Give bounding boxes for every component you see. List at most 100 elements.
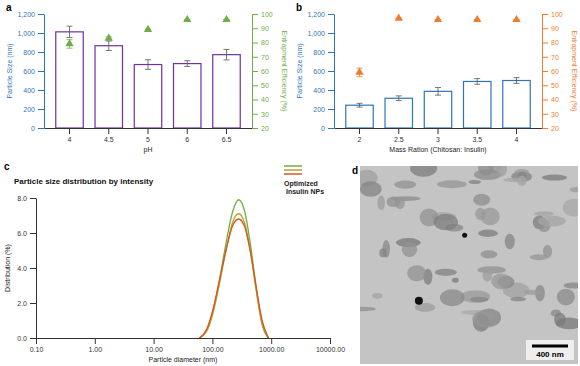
x-axis: 0.101.0010.00100.001000.0010000.00 (30, 338, 346, 353)
error-line (359, 103, 360, 107)
y2-axis: 2030405060708090100 (542, 11, 563, 132)
y2-tick-mark (542, 128, 548, 129)
y-tick-label: 400 (23, 87, 35, 94)
x-tick-label: 3 (436, 136, 440, 143)
particle (377, 196, 385, 211)
x-tick-mark (516, 128, 517, 134)
error-cap (184, 66, 190, 67)
x-axis-title: Mass Ration (Chitosan: Insulin) (389, 146, 486, 154)
error-bar (145, 60, 151, 70)
y-tick: 200 (313, 106, 334, 113)
x-tick: 1.00 (88, 338, 102, 353)
y-tick: 0.0 (17, 335, 36, 342)
y-tick: 600 (23, 68, 44, 75)
panel-letter: c (4, 161, 10, 172)
panel: 44.5566.502004006008001,0001,20020304050… (6, 11, 288, 154)
marker (222, 15, 230, 22)
y2-tick: 80 (542, 39, 559, 46)
error-cap (145, 59, 151, 60)
y-tick: 1,200 (17, 11, 44, 18)
x-tick: 5 (146, 128, 150, 143)
y2-tick-label: 80 (551, 39, 559, 46)
particle (386, 197, 400, 208)
x-tick-mark (69, 128, 70, 134)
particle (469, 180, 481, 184)
particle (510, 297, 526, 302)
plot-area (346, 14, 530, 128)
bar (213, 55, 240, 128)
error-cap (435, 95, 441, 96)
y-tick: 0 (321, 125, 334, 132)
particle (564, 282, 578, 288)
y-tick: 600 (313, 68, 334, 75)
y-axis: 02004006008001,0001,200 (17, 11, 44, 132)
error-bar (184, 61, 190, 67)
error-cap (357, 103, 363, 104)
error-cap (67, 37, 73, 38)
y-tick: 4.0 (17, 265, 36, 272)
particle (407, 265, 426, 281)
panel: 0.101.0010.00100.001000.0010000.000.02.0… (4, 195, 345, 364)
y-tick-label: 1,200 (17, 11, 35, 18)
x-tick-mark (212, 338, 213, 344)
particle (472, 310, 500, 327)
y2-tick: 60 (252, 68, 269, 75)
particle (402, 242, 417, 257)
error-bar (513, 78, 519, 84)
x-tick-label: 0.10 (30, 346, 44, 353)
y2-tick-label: 50 (551, 82, 559, 89)
error-cap (357, 107, 363, 108)
x-tick-mark (477, 128, 478, 134)
y2-tick: 30 (252, 110, 269, 117)
particle (570, 187, 578, 192)
error-bar (474, 79, 480, 85)
error-line (398, 96, 399, 101)
y-tick-mark (38, 109, 44, 110)
particle (360, 307, 376, 312)
error-line (148, 60, 149, 70)
y2-tick-label: 50 (261, 82, 269, 89)
x-tick: 4 (515, 128, 519, 143)
error-bar (357, 103, 363, 107)
y-tick-label: 800 (313, 49, 325, 56)
y2-tick-label: 40 (261, 96, 269, 103)
y-axis: 0.02.04.06.08.0 (17, 195, 36, 342)
x-tick-label: 1000.00 (259, 346, 284, 353)
y2-tick: 20 (542, 125, 559, 132)
y-tick-mark (30, 303, 36, 304)
y-axis: 02004006008001,0001,200 (307, 11, 334, 132)
y-tick-label: 8.0 (17, 195, 27, 202)
particle (496, 166, 507, 177)
x-axis: 44.5566.5 (45, 128, 253, 143)
x-tick-mark (330, 338, 331, 344)
y2-tick-label: 20 (551, 125, 559, 132)
plot-area (199, 200, 268, 338)
legend: Optimized Insulin NPs (284, 166, 324, 195)
y-tick-mark (38, 71, 44, 72)
y-tick-mark (328, 109, 334, 110)
particle (534, 211, 554, 216)
x-tick-mark (438, 128, 439, 134)
plot-area (56, 15, 240, 128)
y2-tick-label: 90 (551, 25, 559, 32)
marker (183, 15, 191, 22)
x-tick: 6 (185, 128, 189, 143)
y2-tick-label: 60 (261, 68, 269, 75)
y-tick-mark (328, 52, 334, 53)
y2-tick: 100 (542, 11, 563, 18)
series-line (199, 219, 268, 338)
x-tick: 6.5 (222, 128, 232, 143)
y-axis-title: Distribution (%) (4, 244, 12, 292)
x-axis-title: pH (144, 146, 153, 154)
error-cap (513, 77, 519, 78)
x-tick-label: 6.5 (222, 136, 232, 143)
error-line (477, 79, 478, 85)
micrograph: 400 nm (350, 159, 580, 364)
y-axis-line (334, 15, 335, 129)
error-cap (106, 40, 112, 41)
x-tick-label: 2.5 (394, 136, 404, 143)
x-tick-mark (226, 128, 227, 134)
particle (557, 289, 575, 306)
marker (395, 14, 403, 21)
scale-bar-label: 400 nm (536, 350, 564, 359)
